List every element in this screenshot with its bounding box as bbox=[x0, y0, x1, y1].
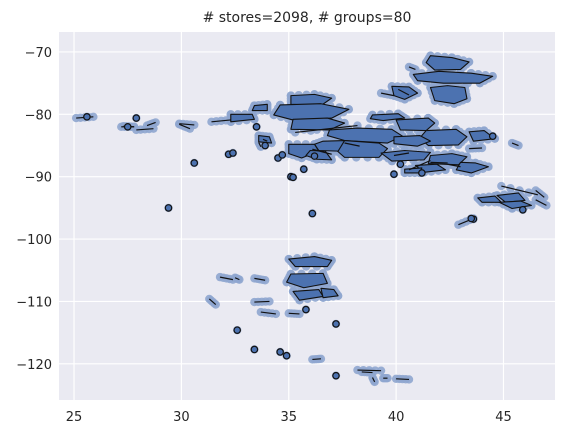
single-store-group bbox=[252, 123, 261, 131]
single-store-group bbox=[250, 345, 259, 354]
single-store-group bbox=[164, 204, 173, 212]
single-store-group bbox=[233, 326, 242, 334]
single-store-group bbox=[302, 305, 310, 314]
group-segment bbox=[146, 121, 156, 127]
group-segment bbox=[295, 124, 358, 134]
group-hull bbox=[251, 103, 268, 112]
group-hull bbox=[320, 287, 339, 299]
x-axis-ticks: 25 30 35 40 45 bbox=[66, 410, 512, 425]
group-segment bbox=[397, 88, 410, 96]
single-store-group bbox=[332, 320, 340, 328]
group-segment bbox=[262, 138, 268, 142]
group-hull bbox=[286, 272, 328, 289]
group-hull bbox=[455, 161, 489, 174]
single-store-group bbox=[488, 132, 497, 140]
group-segment bbox=[344, 142, 360, 147]
chart-title: # stores=2098, # groups=80 bbox=[203, 10, 412, 26]
x-tick-label: 35 bbox=[280, 410, 297, 425]
group-segment bbox=[208, 298, 217, 306]
single-store-group bbox=[132, 114, 141, 122]
group-hull bbox=[369, 113, 406, 122]
group-segment bbox=[357, 369, 382, 372]
single-store-group bbox=[299, 165, 308, 174]
single-store-group bbox=[261, 141, 269, 150]
group-segment bbox=[535, 189, 545, 198]
y-axis-ticks: −70 −80 −90 −100 −110 −120 bbox=[16, 46, 52, 373]
y-tick-label: −90 bbox=[25, 171, 52, 186]
group-hull bbox=[393, 134, 432, 147]
group-segment bbox=[234, 277, 240, 281]
single-store-group bbox=[332, 371, 340, 380]
single-store-group bbox=[282, 351, 291, 360]
single-store-group bbox=[276, 348, 284, 356]
group-segment bbox=[219, 276, 234, 281]
y-tick-label: −80 bbox=[25, 108, 52, 123]
single-store-group bbox=[467, 214, 476, 223]
group-hull bbox=[335, 139, 389, 158]
single-store-group bbox=[518, 205, 527, 214]
group-hull bbox=[273, 103, 350, 122]
group-hull bbox=[230, 113, 255, 123]
group-hull bbox=[313, 139, 346, 152]
single-store-group bbox=[310, 152, 319, 160]
group-segment bbox=[361, 371, 373, 374]
single-store-group bbox=[229, 149, 237, 157]
x-tick-label: 30 bbox=[173, 410, 190, 425]
group-segment bbox=[288, 312, 300, 315]
x-tick-label: 40 bbox=[388, 410, 405, 425]
data-marks bbox=[71, 51, 551, 387]
y-tick-label: −120 bbox=[16, 358, 52, 373]
group-hull bbox=[395, 117, 436, 132]
y-tick-label: −70 bbox=[25, 46, 52, 61]
group-hull bbox=[496, 192, 526, 203]
group-hull bbox=[288, 255, 333, 268]
group-hull bbox=[412, 70, 494, 84]
single-store-group bbox=[83, 113, 91, 121]
group-segment bbox=[254, 300, 270, 303]
group-segment bbox=[254, 277, 266, 281]
group-segment bbox=[396, 378, 410, 381]
group-segment bbox=[260, 311, 276, 315]
single-store-group bbox=[190, 159, 199, 167]
single-store-group bbox=[396, 160, 405, 169]
single-store-group bbox=[289, 173, 297, 182]
single-store-group bbox=[278, 151, 287, 159]
single-store-group bbox=[308, 209, 317, 218]
group-segment bbox=[535, 199, 547, 206]
group-segment bbox=[312, 148, 332, 155]
x-tick-label: 45 bbox=[495, 410, 512, 425]
x-tick-label: 25 bbox=[66, 410, 83, 425]
group-segment bbox=[258, 142, 262, 148]
group-hull bbox=[258, 134, 273, 144]
group-segment bbox=[136, 128, 154, 131]
group-segment bbox=[179, 123, 195, 126]
group-segment bbox=[393, 152, 410, 157]
group-segment bbox=[408, 159, 431, 171]
single-store-group bbox=[390, 170, 398, 179]
group-hull bbox=[425, 55, 470, 71]
group-segment bbox=[430, 161, 448, 164]
group-segment bbox=[380, 92, 395, 97]
store-point bbox=[497, 181, 506, 191]
group-hull bbox=[429, 85, 468, 105]
group-segment bbox=[447, 163, 461, 168]
group-segment bbox=[211, 119, 231, 123]
group-segment bbox=[312, 358, 322, 361]
group-segment bbox=[469, 147, 483, 150]
single-store-group bbox=[123, 123, 132, 131]
group-segment bbox=[511, 142, 519, 147]
group-segment bbox=[408, 66, 416, 70]
group-hull bbox=[290, 93, 333, 107]
y-tick-label: −100 bbox=[16, 233, 52, 248]
group-hull bbox=[380, 149, 432, 162]
group-segment bbox=[501, 185, 538, 196]
single-store-group bbox=[418, 169, 426, 177]
group-hull bbox=[290, 117, 346, 131]
group-segment bbox=[179, 123, 191, 130]
group-segment bbox=[371, 377, 376, 383]
y-tick-label: −110 bbox=[16, 295, 52, 310]
